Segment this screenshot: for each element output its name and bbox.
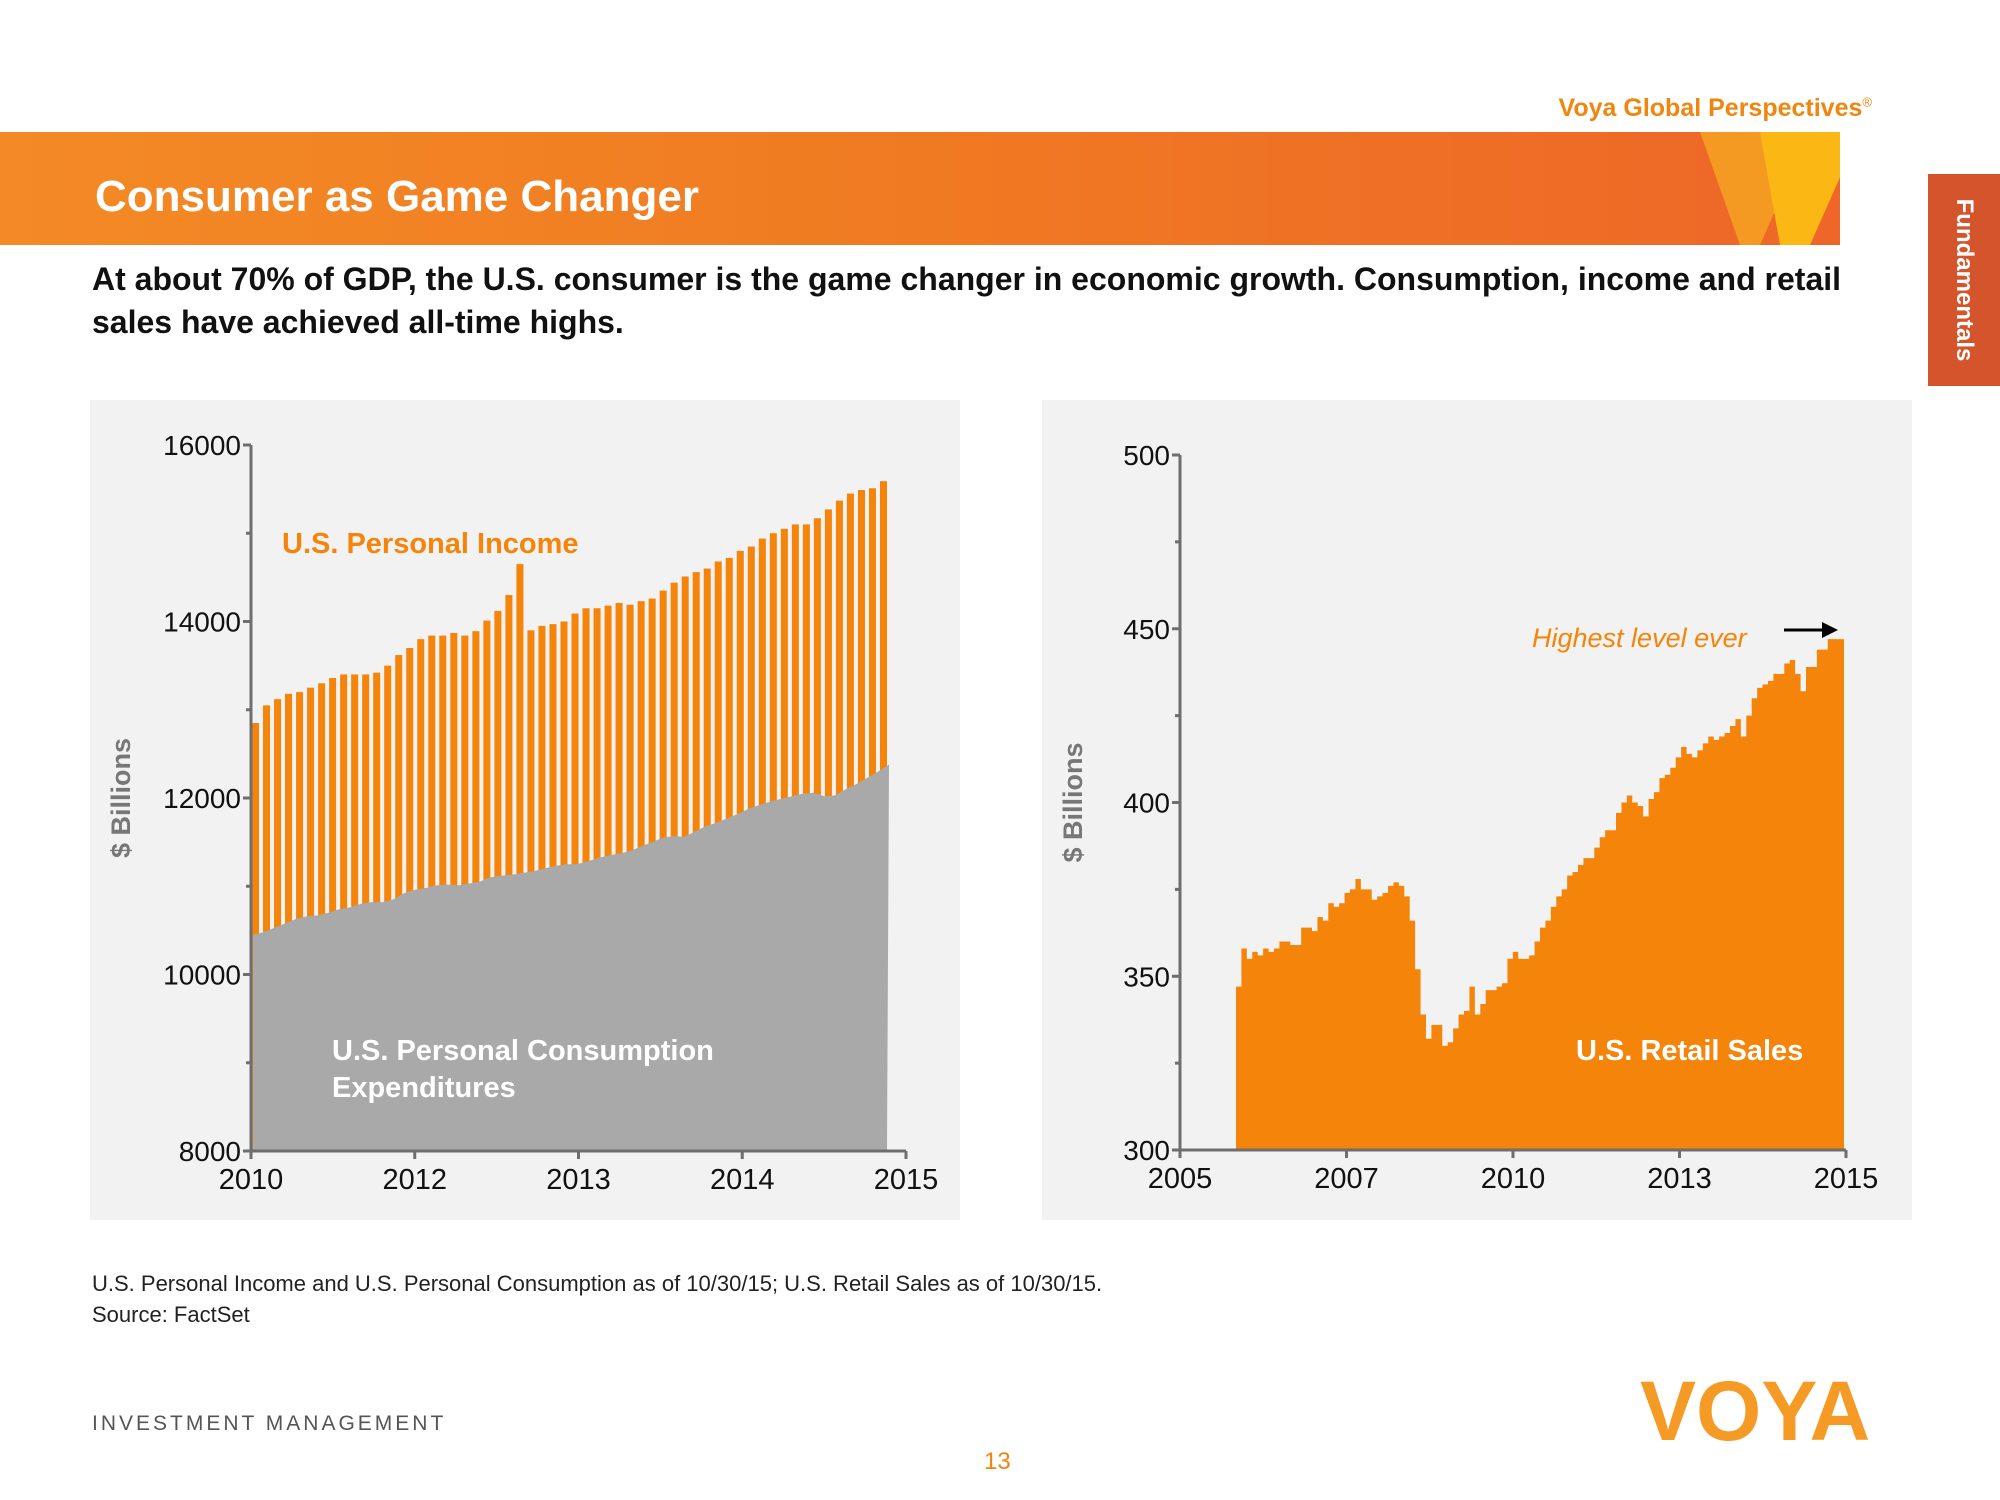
x-tick-label: 2013 — [1647, 1163, 1712, 1195]
section-tab[interactable]: Fundamentals — [1928, 174, 2000, 386]
footnote-source: Source: FactSet — [92, 1302, 250, 1327]
page-number: 13 — [984, 1448, 1011, 1475]
retail-chart-panel: 500 450 400 350 300 2005 2007 2010 2013 2015 $ Bil… — [1042, 400, 1912, 1220]
x-tick-label: 2007 — [1314, 1163, 1379, 1195]
subtitle: At about 70% of GDP, the U.S. consumer i… — [92, 261, 1842, 340]
y-tick-label: 350 — [1123, 961, 1170, 992]
highest-level-annotation: Highest level ever — [1532, 623, 1748, 653]
division-label: INVESTMENT MANAGEMENT — [92, 1412, 447, 1435]
voya-v-icon — [1700, 132, 1860, 245]
x-tick-label: 2010 — [219, 1164, 284, 1196]
page-title: Consumer as Game Changer — [95, 172, 699, 221]
y-tick-label: 14000 — [163, 607, 241, 638]
x-tick-label: 2015 — [1814, 1163, 1879, 1195]
y-tick-label: 500 — [1123, 440, 1170, 471]
y-tick-label: 450 — [1123, 614, 1170, 645]
consumption-area — [253, 764, 889, 1151]
x-tick-label: 2012 — [382, 1164, 447, 1196]
x-tick-label: 2010 — [1481, 1163, 1546, 1195]
income-bar — [274, 699, 282, 1151]
y-tick-label: 400 — [1123, 788, 1170, 819]
consumption-series-label-line1: U.S. Personal Consumption — [332, 1035, 714, 1067]
brand-header: Voya Global Perspectives® — [1559, 94, 1872, 123]
income-series-label: U.S. Personal Income — [282, 528, 579, 560]
y-axis-label: $ Billions — [1058, 742, 1088, 862]
section-tab-label: Fundamentals — [1951, 198, 1978, 362]
y-tick-label: 16000 — [163, 430, 241, 461]
title-banner — [0, 132, 1850, 245]
logo-text: VOYA — [1640, 1364, 1870, 1458]
x-tick-label: 2014 — [710, 1164, 775, 1196]
income-bar — [505, 595, 513, 1151]
brand-name: Voya Global Perspectives — [1558, 94, 1863, 122]
registered-mark: ® — [1862, 94, 1872, 110]
consumption-series-label-line2: Expenditures — [332, 1072, 516, 1104]
y-tick-label: 8000 — [179, 1136, 241, 1167]
x-tick-label: 2015 — [874, 1164, 939, 1196]
income-chart-panel: 16000 14000 12000 10000 8000 2010 2012 2013 2014… — [90, 400, 960, 1220]
footnote-note: U.S. Personal Income and U.S. Personal C… — [92, 1271, 1103, 1296]
y-tick-label: 300 — [1123, 1135, 1170, 1166]
y-tick-label: 10000 — [163, 960, 241, 991]
retail-sales-area — [1236, 639, 1844, 1150]
retail-series-label: U.S. Retail Sales — [1576, 1035, 1803, 1067]
income-bar — [516, 564, 524, 1151]
y-tick-label: 12000 — [163, 783, 241, 814]
footnote: U.S. Personal Income and U.S. Personal C… — [92, 1268, 1102, 1330]
income-bar — [263, 705, 271, 1151]
voya-logo: VOYA — [1640, 1364, 1870, 1458]
y-axis-label: $ Billions — [106, 738, 136, 858]
x-tick-label: 2005 — [1148, 1163, 1213, 1195]
x-tick-label: 2013 — [546, 1164, 611, 1196]
annotation-arrow-head — [1822, 622, 1838, 638]
